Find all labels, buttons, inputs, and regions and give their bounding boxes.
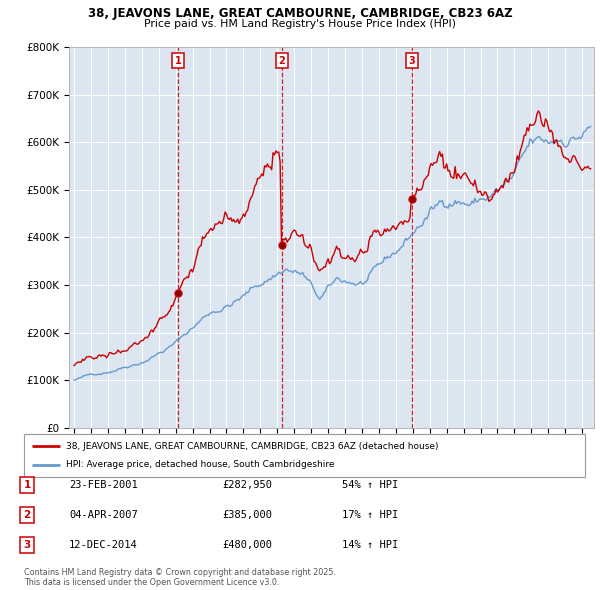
Text: £480,000: £480,000 [222,540,272,550]
Text: £385,000: £385,000 [222,510,272,520]
Text: 3: 3 [409,55,415,65]
Text: Price paid vs. HM Land Registry's House Price Index (HPI): Price paid vs. HM Land Registry's House … [144,19,456,29]
Text: 23-FEB-2001: 23-FEB-2001 [69,480,138,490]
FancyBboxPatch shape [24,434,585,477]
Text: 1: 1 [23,480,31,490]
Text: 2: 2 [23,510,31,520]
Text: Contains HM Land Registry data © Crown copyright and database right 2025.
This d: Contains HM Land Registry data © Crown c… [24,568,336,587]
Text: 3: 3 [23,540,31,550]
Text: 2: 2 [278,55,285,65]
Text: 14% ↑ HPI: 14% ↑ HPI [342,540,398,550]
Text: £282,950: £282,950 [222,480,272,490]
Text: 04-APR-2007: 04-APR-2007 [69,510,138,520]
Text: 38, JEAVONS LANE, GREAT CAMBOURNE, CAMBRIDGE, CB23 6AZ (detached house): 38, JEAVONS LANE, GREAT CAMBOURNE, CAMBR… [66,442,439,451]
Text: 38, JEAVONS LANE, GREAT CAMBOURNE, CAMBRIDGE, CB23 6AZ: 38, JEAVONS LANE, GREAT CAMBOURNE, CAMBR… [88,7,512,20]
Text: 17% ↑ HPI: 17% ↑ HPI [342,510,398,520]
Text: HPI: Average price, detached house, South Cambridgeshire: HPI: Average price, detached house, Sout… [66,460,335,469]
Text: 54% ↑ HPI: 54% ↑ HPI [342,480,398,490]
Text: 1: 1 [175,55,181,65]
Text: 12-DEC-2014: 12-DEC-2014 [69,540,138,550]
